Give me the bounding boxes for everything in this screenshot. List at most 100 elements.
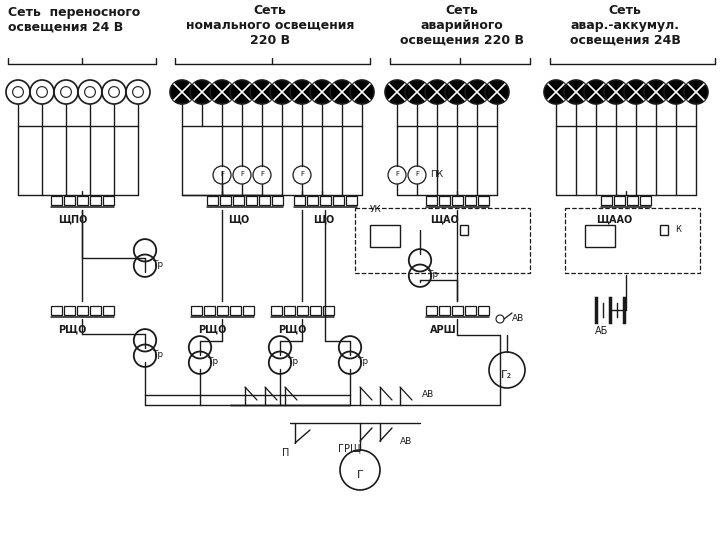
Bar <box>370 225 400 247</box>
Bar <box>465 195 476 205</box>
Bar <box>614 195 625 205</box>
Text: ЩО: ЩО <box>313 215 334 225</box>
Bar <box>77 195 88 205</box>
Text: Тр: Тр <box>152 350 163 359</box>
Circle shape <box>170 80 194 104</box>
Bar <box>103 195 114 205</box>
Circle shape <box>465 80 489 104</box>
Bar <box>478 305 489 315</box>
Text: F: F <box>415 171 419 177</box>
Bar <box>190 305 201 315</box>
Circle shape <box>544 80 568 104</box>
Text: Тр: Тр <box>152 260 163 269</box>
Bar <box>297 305 308 315</box>
Text: Сеть
аварийного
освещения 220 В: Сеть аварийного освещения 220 В <box>400 4 524 47</box>
Text: АБ: АБ <box>595 326 608 336</box>
Bar <box>259 195 270 205</box>
Bar <box>660 225 668 235</box>
Bar <box>426 195 437 205</box>
Text: АРШ: АРШ <box>430 325 457 335</box>
Text: ЩАО: ЩАО <box>430 215 459 225</box>
Circle shape <box>684 80 708 104</box>
Text: Тр: Тр <box>207 357 218 366</box>
Text: Сеть
авар.-аккумул.
освещения 24В: Сеть авар.-аккумул. освещения 24В <box>570 4 681 47</box>
Text: Тр: Тр <box>357 357 368 366</box>
Bar <box>207 195 218 205</box>
Bar <box>355 208 530 273</box>
Text: РЩО: РЩО <box>278 325 306 335</box>
Text: ГРЩ: ГРЩ <box>338 443 361 453</box>
Bar <box>271 305 282 315</box>
Circle shape <box>250 80 274 104</box>
Circle shape <box>604 80 628 104</box>
Bar <box>478 195 489 205</box>
Text: РЩО: РЩО <box>198 325 227 335</box>
Bar <box>565 208 700 273</box>
Text: АВ: АВ <box>512 314 524 323</box>
Bar <box>103 305 114 315</box>
Circle shape <box>644 80 668 104</box>
Text: Г: Г <box>357 470 363 480</box>
Bar <box>90 305 101 315</box>
Text: П: П <box>282 448 290 458</box>
Circle shape <box>564 80 588 104</box>
Bar <box>230 305 240 315</box>
Circle shape <box>330 80 354 104</box>
Text: F: F <box>395 171 399 177</box>
Circle shape <box>664 80 688 104</box>
Text: Г₂: Г₂ <box>502 370 513 380</box>
Bar <box>216 305 227 315</box>
Circle shape <box>190 80 214 104</box>
Bar <box>64 305 75 315</box>
Bar <box>51 195 62 205</box>
Bar <box>601 195 612 205</box>
Text: ЩААO: ЩААO <box>596 215 632 225</box>
Circle shape <box>445 80 469 104</box>
Bar <box>627 195 638 205</box>
Bar <box>309 305 321 315</box>
Text: Сеть
номального освещения
220 В: Сеть номального освещения 220 В <box>186 4 354 47</box>
Text: ЩО: ЩО <box>228 215 249 225</box>
Bar <box>243 305 253 315</box>
Text: Тр: Тр <box>427 270 438 279</box>
Text: F: F <box>260 171 264 177</box>
Bar <box>452 305 463 315</box>
Bar <box>439 305 450 315</box>
Bar <box>220 195 231 205</box>
Bar <box>465 305 476 315</box>
Circle shape <box>405 80 429 104</box>
Bar <box>64 195 75 205</box>
Circle shape <box>230 80 254 104</box>
Circle shape <box>425 80 449 104</box>
Text: АВ: АВ <box>422 390 434 399</box>
Text: F: F <box>240 171 244 177</box>
Text: РЩО: РЩО <box>58 325 86 335</box>
Text: Тр: Тр <box>287 357 298 366</box>
Text: АВ: АВ <box>400 437 412 446</box>
Bar <box>640 195 651 205</box>
Bar <box>322 305 334 315</box>
Bar <box>233 195 244 205</box>
Bar <box>284 305 295 315</box>
Bar <box>345 195 356 205</box>
Bar <box>246 195 257 205</box>
Circle shape <box>584 80 608 104</box>
Circle shape <box>290 80 314 104</box>
Circle shape <box>624 80 648 104</box>
Text: К: К <box>675 225 681 234</box>
Text: ПК: ПК <box>430 170 443 179</box>
Circle shape <box>485 80 509 104</box>
Bar <box>426 305 437 315</box>
Bar <box>203 305 214 315</box>
Bar <box>51 305 62 315</box>
Bar <box>460 225 468 235</box>
Bar <box>319 195 330 205</box>
Text: УК: УК <box>370 205 382 214</box>
Bar <box>452 195 463 205</box>
Circle shape <box>385 80 409 104</box>
Circle shape <box>210 80 234 104</box>
Text: Сеть  переносного
освещения 24 В: Сеть переносного освещения 24 В <box>8 6 140 34</box>
Bar <box>90 195 101 205</box>
Bar <box>332 195 343 205</box>
Text: F: F <box>220 171 224 177</box>
